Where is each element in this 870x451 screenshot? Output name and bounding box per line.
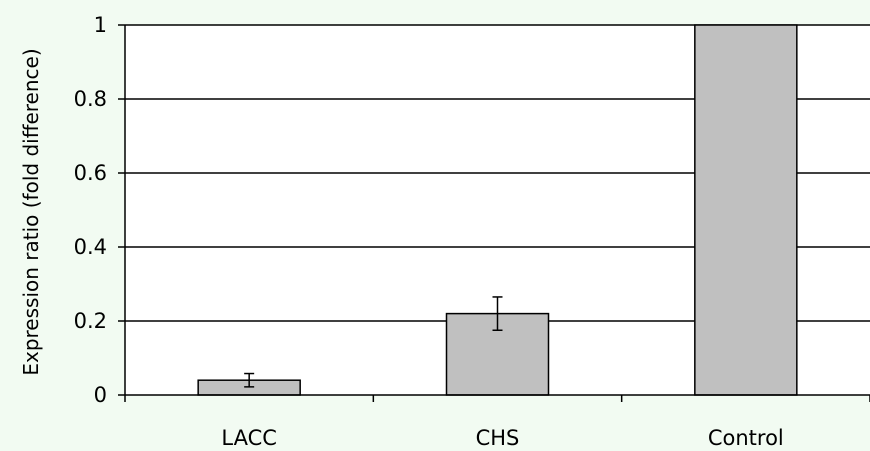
error-bars [244, 296, 503, 388]
y-tick-label: 0.6 [74, 161, 107, 185]
x-tick-label-chs: CHS [476, 426, 520, 450]
y-axis-title: Expression ratio (fold difference) [19, 48, 43, 375]
y-tick-label: 0.8 [74, 87, 107, 111]
x-tick-labels: LACC CHS Control [221, 426, 783, 450]
bars [197, 24, 798, 396]
y-tick-label: 0.4 [74, 235, 107, 259]
x-tick-label-lacc: LACC [221, 426, 277, 450]
y-tick-label: 0.2 [74, 309, 107, 333]
y-tick-labels: 0 0.2 0.4 0.6 0.8 1 [74, 13, 107, 407]
y-tick-label: 0 [94, 383, 107, 407]
bar-control [694, 24, 798, 396]
y-tick-label: 1 [94, 13, 107, 37]
axes [118, 24, 870, 402]
x-tick-label-control: Control [708, 426, 784, 450]
